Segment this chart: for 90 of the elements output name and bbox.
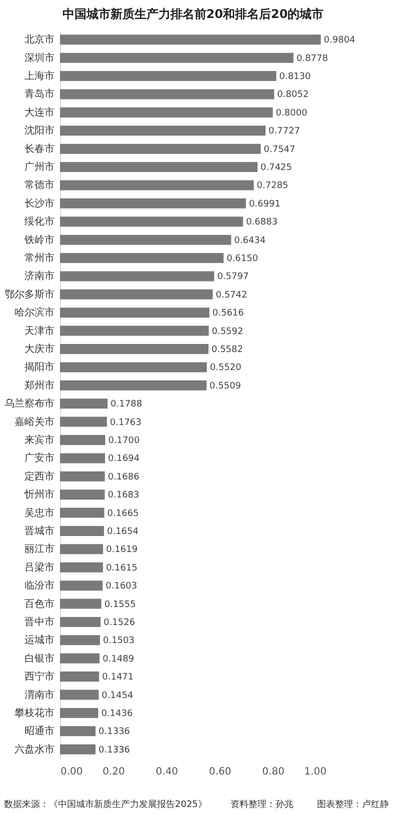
y-tick-label: 吕梁市 [24, 561, 54, 574]
text: 资料整理：孙兆 [230, 798, 294, 811]
y-tick-label: 铁岭市 [24, 234, 54, 246]
source-note: 数据来源：《中国城市新质生产力发展报告2025》 [4, 798, 207, 811]
y-tick-label: 哈尔滨市 [14, 306, 54, 319]
data-label: 0.1489 [102, 654, 134, 664]
y-tick-label: 深圳市 [24, 52, 54, 64]
data-label: 0.5509 [210, 381, 242, 392]
y-tick-label: 长沙市 [24, 197, 54, 210]
data-label: 0.8000 [276, 108, 308, 118]
data-label: 0.1336 [98, 727, 130, 738]
data-label: 0.1436 [101, 708, 133, 719]
y-tick-label: 昭通市 [24, 725, 54, 738]
y-tick-label: 广州市 [24, 161, 54, 174]
y-tick-label: 常州市 [24, 252, 54, 264]
data-label: 0.1686 [108, 472, 140, 482]
data-label: 0.6150 [226, 254, 258, 264]
y-tick-label: 丽江市 [24, 543, 54, 556]
y-tick-label: 常德市 [24, 179, 54, 192]
data-label: 0.8130 [279, 72, 312, 82]
y-tick-label: 长春市 [24, 142, 54, 155]
y-tick-label: 天津市 [24, 324, 54, 337]
data-label: 0.1694 [108, 454, 140, 464]
data-label: 0.1683 [108, 490, 140, 501]
data-label: 0.7425 [260, 163, 292, 174]
data-label: 0.1788 [110, 400, 142, 410]
y-tick-label: 北京市 [24, 34, 54, 46]
data-label: 0.8778 [296, 54, 328, 64]
x-tick-label: 0.20 [102, 766, 125, 778]
data-label: 0.1615 [106, 563, 138, 574]
text: 图表整理：卢红静 [317, 798, 389, 811]
data-label: 0.5582 [211, 345, 243, 356]
y-tick-label: 青岛市 [24, 88, 54, 100]
data-label: 0.1665 [107, 508, 139, 519]
data-label: 0.1503 [102, 636, 134, 646]
data-label: 0.1471 [102, 672, 134, 683]
data-label: 0.5616 [212, 308, 244, 319]
y-tick-label: 大庆市 [24, 343, 54, 356]
data-label: 0.1763 [110, 418, 142, 428]
y-tick-label: 吴忠市 [24, 506, 54, 519]
data-label: 0.6883 [246, 218, 278, 228]
y-tick-label: 大连市 [24, 106, 54, 118]
y-tick-label: 鄂尔多斯市 [4, 288, 54, 300]
data-label: 0.1654 [106, 526, 139, 537]
y-tick-label: 济南市 [24, 270, 54, 282]
y-tick-label: 六盘水市 [14, 743, 54, 756]
data-label: 0.1454 [102, 690, 134, 701]
data-label: 0.9804 [324, 36, 356, 46]
data-label: 0.1619 [106, 545, 138, 556]
y-tick-label: 来宾市 [24, 434, 54, 446]
data-label: 0.8052 [277, 90, 309, 100]
data-label: 0.7547 [264, 144, 296, 155]
data-label: 0.1700 [108, 436, 140, 446]
data-label: 0.1336 [98, 745, 130, 756]
y-tick-label: 广安市 [24, 452, 54, 464]
y-tick-label: 晋中市 [24, 616, 54, 628]
data-label: 0.1555 [104, 600, 136, 610]
data-label: 0.1603 [106, 582, 138, 592]
y-tick-label: 渭南市 [24, 688, 54, 701]
x-tick-label: 0.80 [262, 766, 284, 778]
y-tick-label: 西宁市 [24, 670, 54, 683]
y-tick-label: 绥化市 [24, 216, 54, 228]
y-tick-label: 晋城市 [24, 524, 54, 537]
y-tick-label: 揭阳市 [24, 361, 54, 374]
data-label: 0.7285 [256, 181, 288, 192]
x-tick-label: 1.00 [304, 766, 326, 778]
y-tick-label: 乌兰察布市 [4, 398, 54, 410]
data-label: 0.7727 [268, 126, 300, 137]
data-label: 0.5797 [217, 272, 249, 282]
y-tick-label: 白银市 [24, 652, 54, 664]
x-tick-label: 0.00 [60, 766, 83, 778]
data-label: 0.1526 [104, 618, 136, 628]
x-tick-label: 0.60 [208, 766, 232, 778]
data-label: 0.5742 [216, 290, 248, 300]
data-label: 0.5592 [212, 326, 244, 337]
y-tick-label: 定西市 [24, 470, 54, 482]
y-tick-label: 上海市 [24, 70, 54, 82]
y-tick-label: 百色市 [24, 598, 54, 610]
y-tick-label: 攀枝花市 [14, 706, 54, 719]
x-tick-label: 0.40 [156, 766, 178, 778]
chart-title: 中国城市新质生产力排名前20和排名后20的城市 [62, 7, 324, 21]
y-tick-label: 忻州市 [24, 488, 54, 501]
y-tick-label: 运城市 [24, 634, 54, 646]
y-tick-label: 沈阳市 [24, 124, 54, 137]
y-tick-label: 嘉峪关市 [14, 416, 54, 428]
y-tick-label: 临汾市 [24, 580, 54, 592]
y-tick-label: 郑州市 [24, 379, 54, 392]
data-label: 0.5520 [210, 363, 242, 374]
data-label: 0.6434 [234, 236, 266, 246]
data-label: 0.6991 [248, 199, 280, 210]
